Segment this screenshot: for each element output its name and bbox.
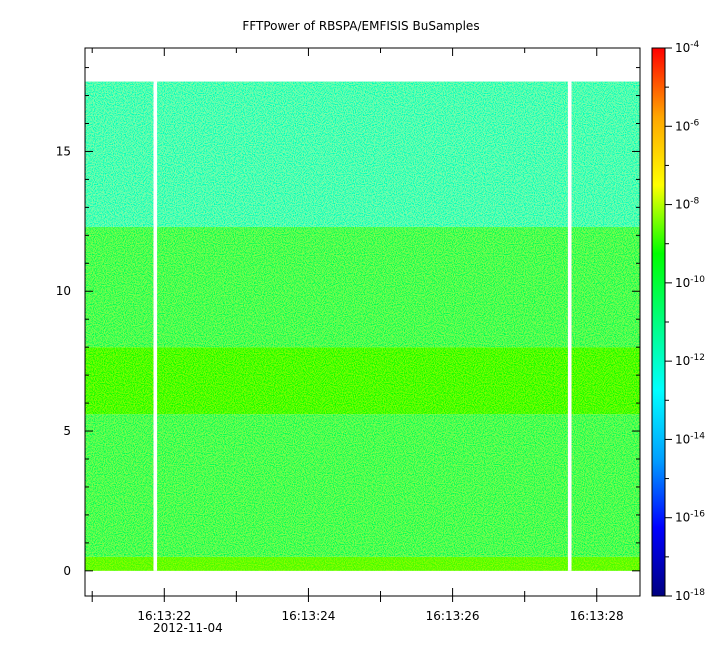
colorbar-tick-label: 10-6 — [675, 118, 700, 133]
plot-area — [84, 47, 641, 597]
y-tick-label: 0 — [63, 564, 71, 578]
colorbar-tick-label: 10-10 — [675, 275, 705, 290]
x-tick-label: 16:13:26 — [426, 609, 480, 623]
heatmap-band-0 — [85, 556, 640, 571]
colorbar-tick-label: 10-16 — [675, 510, 705, 525]
x-tick-label: 16:13:28 — [570, 609, 624, 623]
colorbar-tick-label: 10-18 — [675, 588, 705, 603]
heatmap-band-4 — [85, 81, 640, 227]
colorbar-tick-label: 10-8 — [675, 197, 700, 212]
colorbar: 10-18 10-16 10-14 10-12 10-10 10-8 10-6 10-4 — [651, 40, 705, 603]
plot-frame — [84, 47, 641, 597]
x-tick-label: 16:13:24 — [281, 609, 335, 623]
data-gap-1 — [567, 81, 572, 571]
heatmap-band-3 — [85, 226, 640, 348]
y-tick-label: 15 — [56, 144, 71, 158]
colorbar-gradient — [651, 47, 666, 597]
colorbar-tick-label: 10-14 — [675, 431, 705, 446]
x-tick-label: 16:13:22 — [137, 609, 191, 623]
colorbar-tick-label: 10-12 — [675, 353, 705, 368]
heatmap-band-2 — [85, 347, 640, 415]
y-tick-label: 10 — [56, 284, 71, 298]
y-axis: 0 5 10 15 — [56, 67, 640, 578]
data-gap-0 — [153, 81, 158, 571]
chart-title: FFTPower of RBSPA/EMFISIS BuSamples — [242, 19, 479, 33]
colorbar-tick-label: 10-4 — [675, 40, 700, 55]
y-tick-label: 5 — [63, 424, 71, 438]
heatmap-band-1 — [85, 414, 640, 557]
date-label: 2012-11-04 — [153, 621, 223, 635]
x-axis: 16:13:22 16:13:24 16:13:26 16:13:28 — [91, 48, 624, 623]
